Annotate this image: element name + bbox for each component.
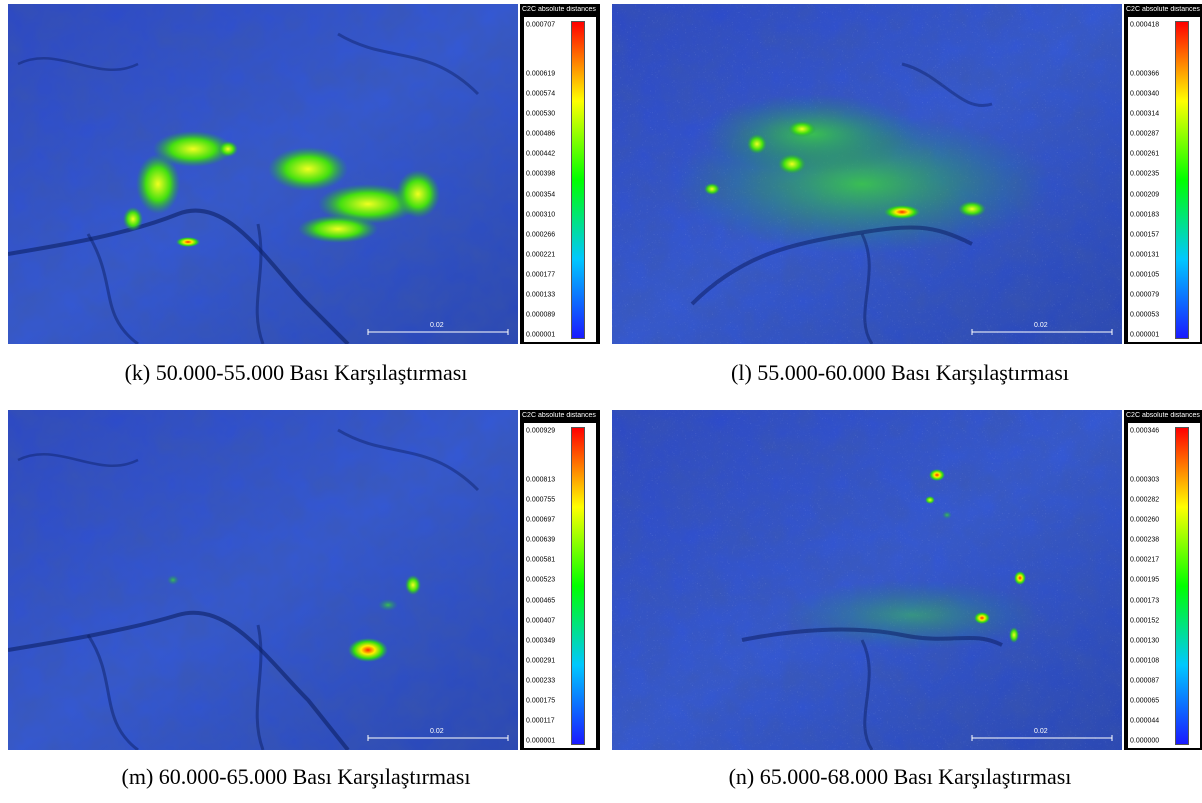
colorbar-tick-label: 0.000053 [1130,311,1160,319]
colorbar-tick-label: 0.000089 [526,311,556,319]
colorbar-tick-label: 0.000001 [1130,331,1160,339]
colorbar-tick-label: 0.000177 [526,271,556,279]
colorbar-tick-label: 0.000639 [526,536,556,544]
colorbar-tick-label: 0.000346 [1130,427,1160,435]
colorbar-tick-label: 0.000260 [1130,516,1160,524]
color-legend: C2C absolute distances 0.000929 0.000813 0… [520,410,600,750]
colorbar-tick-label: 0.000221 [526,251,556,259]
colorbar-tick-label: 0.000697 [526,516,556,524]
colorbar-tick-label: 0.000261 [1130,150,1160,158]
legend-title: C2C absolute distances [1126,412,1200,419]
colorbar-tick-label: 0.000407 [526,617,556,625]
colorbar-tick-label: 0.000044 [1130,717,1160,725]
scale-label: 0.02 [430,322,444,329]
colorbar-tick-label: 0.000465 [526,597,556,604]
colorbar-tick-label: 0.000442 [526,150,556,158]
colorbar [571,21,585,339]
colorbar-tick-label: 0.000108 [1130,657,1160,665]
colorbar-tick-label: 0.000238 [1130,536,1160,544]
colorbar-tick-label: 0.000183 [1130,211,1160,219]
colorbar-tick-label: 0.000619 [526,70,556,78]
colorbar-tick-label: 0.000065 [1130,697,1160,705]
colorbar-tick-label: 0.000707 [526,21,556,29]
colorbar-tick-label: 0.000354 [526,191,556,198]
panel-m: 0.02 C2C absolute distances 0.000929 0.00… [8,410,600,750]
colorbar-tick-label: 0.000266 [526,231,556,239]
colorbar [1175,21,1189,339]
colorbar-tick-label: 0.000152 [1130,617,1160,625]
colorbar [571,427,585,745]
colorbar [1175,427,1189,745]
scale-label: 0.02 [1034,322,1048,329]
panel-n: 0.02 C2C absolute distances 0.000346 0.00… [612,410,1202,750]
color-legend: C2C absolute distances 0.000346 0.000303 0… [1124,410,1202,750]
colorbar-tick-label: 0.000105 [1130,271,1160,279]
colorbar-tick-label: 0.000133 [526,291,556,299]
colorbar-tick-label: 0.000523 [526,576,556,584]
caption-m: (m) 60.000-65.000 Bası Karşılaştırması [121,764,471,789]
colorbar-tick-label: 0.000195 [1130,576,1160,584]
colorbar-tick-label: 0.000117 [526,717,555,725]
colorbar-tick-label: 0.000310 [526,211,556,219]
colorbar-tick-label: 0.000130 [1130,637,1160,645]
colorbar-tick-label: 0.000209 [1130,191,1160,198]
colorbar-tick-label: 0.000282 [1130,496,1160,504]
colorbar-tick-label: 0.000303 [1130,476,1160,484]
caption-k: (k) 50.000-55.000 Bası Karşılaştırması [124,360,468,385]
colorbar-tick-label: 0.000581 [526,556,556,564]
colorbar-tick-label: 0.000755 [526,496,556,504]
colorbar-tick-label: 0.000418 [1130,21,1160,29]
colorbar-tick-label: 0.000486 [526,130,556,138]
colorbar-tick-label: 0.000001 [526,737,556,745]
colorbar-tick-label: 0.000000 [1130,737,1160,745]
surface-image-k [8,4,518,344]
colorbar-tick-label: 0.000233 [526,677,556,685]
caption-n: (n) 65.000-68.000 Bası Karşılaştırması [728,764,1072,789]
legend-title: C2C absolute distances [522,6,596,13]
colorbar-tick-label: 0.000530 [526,110,556,118]
surface-image-m [8,410,518,750]
colorbar-tick-label: 0.000235 [1130,170,1160,178]
legend-body: 0.000929 0.000813 0.000755 0.000697 0.000639… [524,423,596,748]
scale-label: 0.02 [1034,728,1048,735]
colorbar-tick-label: 0.000131 [1130,251,1160,259]
color-legend: C2C absolute distances 0.000418 0.000366 0… [1124,4,1202,344]
colorbar-tick-label: 0.000087 [1130,677,1160,685]
surface-image-l [612,4,1122,344]
legend-body: 0.000707 0.000619 0.000574 0.000530 0.000486… [524,17,596,342]
colorbar-tick-label: 0.000574 [526,90,556,98]
colorbar-tick-label: 0.000157 [1130,231,1160,239]
colorbar-tick-label: 0.000287 [1130,130,1160,138]
legend-body: 0.000418 0.000366 0.000340 0.000314 0.000287… [1128,17,1200,342]
colorbar-tick-label: 0.000291 [526,657,556,665]
surface-image-n [612,410,1122,750]
scale-label: 0.02 [430,728,444,735]
colorbar-tick-label: 0.000349 [526,637,556,645]
color-legend: C2C absolute distances 0.000707 0.000619 0… [520,4,600,344]
colorbar-tick-label: 0.000314 [1130,110,1160,118]
colorbar-tick-label: 0.000398 [526,170,556,178]
caption-l: (l) 55.000-60.000 Bası Karşılaştırması [731,360,1069,385]
panel-l: 0.02 C2C absolute distances 0.000418 0.00… [612,4,1202,344]
legend-title: C2C absolute distances [522,412,596,419]
colorbar-tick-label: 0.000001 [526,331,556,339]
legend-title: C2C absolute distances [1126,6,1200,13]
colorbar-tick-label: 0.000079 [1130,291,1160,299]
colorbar-tick-label: 0.000175 [526,697,556,705]
colorbar-tick-label: 0.000173 [1130,597,1160,604]
colorbar-tick-label: 0.000813 [526,476,556,484]
legend-body: 0.000346 0.000303 0.000282 0.000260 0.000238… [1128,423,1200,748]
colorbar-tick-label: 0.000366 [1130,70,1160,78]
colorbar-tick-label: 0.000340 [1130,90,1160,98]
colorbar-tick-label: 0.000217 [1130,556,1160,564]
colorbar-tick-label: 0.000929 [526,427,556,435]
panel-k: 0.02 C2C absolute distances 0.000707 0.00… [8,4,600,344]
